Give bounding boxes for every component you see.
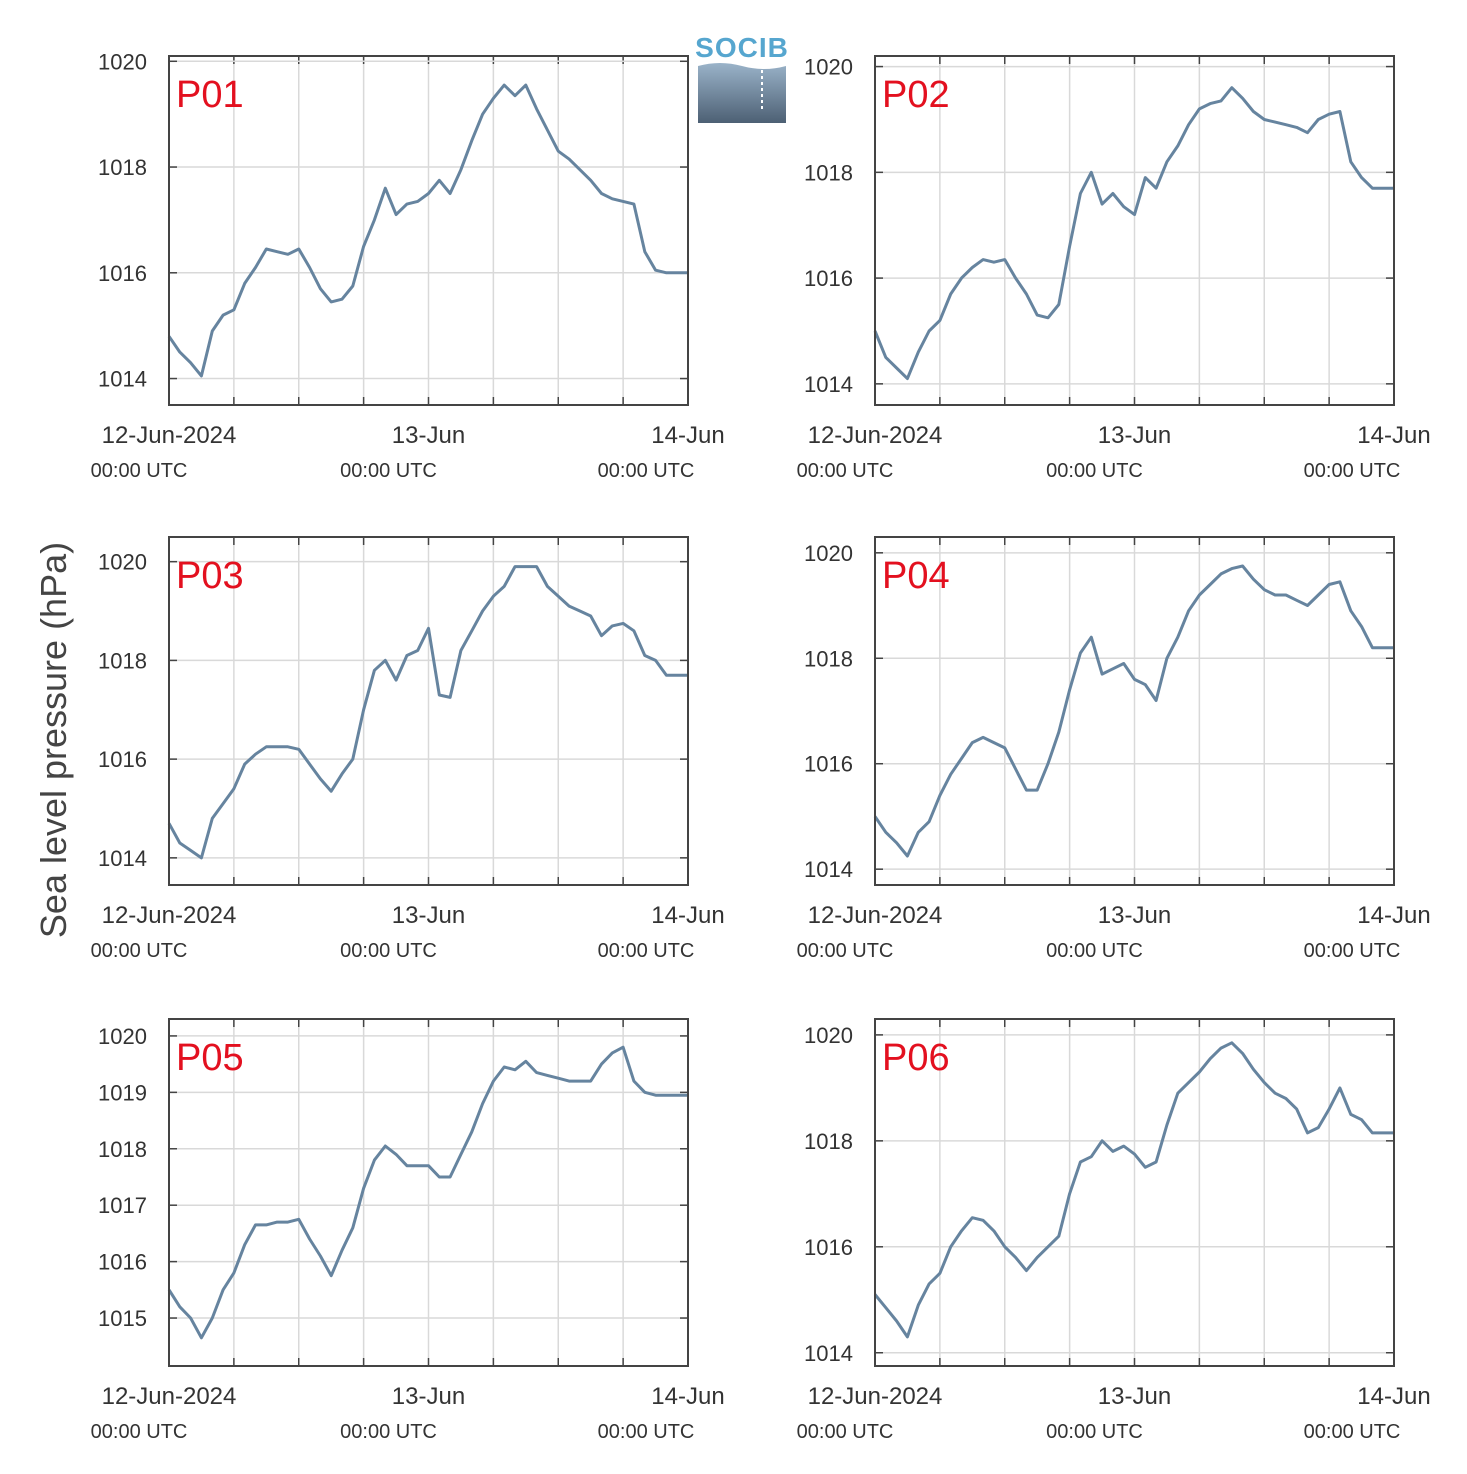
logo-wave-mark: [698, 63, 786, 123]
plot-frame: [874, 1018, 1395, 1367]
x-tick-date-label: 12-Jun-2024: [808, 1383, 943, 1410]
x-tick-date-label: 13-Jun: [1098, 902, 1171, 929]
panel-label: P04: [882, 555, 950, 597]
x-tick-date-label: 12-Jun-2024: [808, 422, 943, 449]
x-tick-date-label: 13-Jun: [392, 422, 465, 449]
y-tick-label: 1018: [98, 155, 147, 180]
panel-p04: 1014 1016 1018 1020 P04 12-Jun-2024 00:00 UTC 1…: [797, 536, 1431, 962]
x-tick-date-label: 12-Jun-2024: [102, 902, 237, 929]
plot-frame: [874, 55, 1395, 406]
panel-label: P06: [882, 1037, 950, 1079]
x-tick-date-label: 13-Jun: [1098, 422, 1171, 449]
logo-text: SOCIB: [695, 32, 789, 63]
y-tick-label: 1014: [98, 846, 147, 871]
y-tick-label: 1020: [98, 550, 147, 575]
panel-p05: 1015 1016 1017 1018 1019 1020 P05 12-Jun-2024 00…: [91, 1018, 725, 1443]
x-tick-time-label: 00:00 UTC: [1046, 940, 1143, 962]
x-tick-time-label: 00:00 UTC: [598, 940, 695, 962]
y-tick-label: 1018: [804, 160, 853, 185]
panel-p06: 1014 1016 1018 1020 P06 12-Jun-2024 00:00 UTC 1…: [797, 1018, 1431, 1443]
panel-label: P03: [176, 555, 244, 597]
series-line-p02: [873, 86, 1394, 381]
y-tick-label: 1020: [804, 1023, 853, 1048]
x-tick-date-label: 12-Jun-2024: [102, 1383, 237, 1410]
x-tick-date-label: 14-Jun: [1357, 422, 1430, 449]
y-tick-label: 1020: [98, 49, 147, 74]
y-tick-label: 1018: [98, 648, 147, 673]
series-line-p06: [873, 1041, 1394, 1339]
x-tick-time-label: 00:00 UTC: [797, 460, 894, 482]
y-tick-label: 1016: [804, 266, 853, 291]
x-tick-date-label: 12-Jun-2024: [808, 902, 943, 929]
y-axis-label: Sea level pressure (hPa): [33, 542, 74, 938]
series-line-p01: [167, 83, 688, 378]
y-tick-label: 1014: [804, 1341, 853, 1366]
y-tick-label: 1018: [98, 1137, 147, 1162]
x-tick-time-label: 00:00 UTC: [598, 460, 695, 482]
panel-p03: 1014 1016 1018 1020 P03 12-Jun-2024 00:00 UTC 1…: [91, 536, 725, 962]
x-tick-date-label: 14-Jun: [1357, 902, 1430, 929]
panel-label: P05: [176, 1037, 244, 1079]
panel-p01: 1014 1016 1018 1020 P01 12-Jun-2024 00:00 UTC 1…: [91, 49, 725, 482]
y-tick-label: 1015: [98, 1306, 147, 1331]
socib-logo: SOCIB: [695, 32, 789, 123]
x-tick-time-label: 00:00 UTC: [340, 940, 437, 962]
y-tick-label: 1020: [804, 55, 853, 80]
plot-frame: [168, 536, 689, 886]
x-tick-date-label: 13-Jun: [392, 1383, 465, 1410]
series-line-p03: [167, 565, 688, 860]
x-tick-time-label: 00:00 UTC: [340, 460, 437, 482]
panel-label: P02: [882, 74, 950, 116]
x-tick-time-label: 00:00 UTC: [1304, 940, 1401, 962]
x-tick-date-label: 14-Jun: [1357, 1383, 1430, 1410]
y-tick-label: 1018: [804, 1129, 853, 1154]
x-tick-time-label: 00:00 UTC: [91, 460, 188, 482]
x-tick-date-label: 13-Jun: [1098, 1383, 1171, 1410]
plot-frame: [168, 55, 689, 406]
x-tick-date-label: 14-Jun: [651, 902, 724, 929]
y-tick-label: 1016: [804, 752, 853, 777]
y-tick-label: 1016: [804, 1235, 853, 1260]
plot-frame: [874, 536, 1395, 886]
x-tick-time-label: 00:00 UTC: [598, 1421, 695, 1443]
x-tick-time-label: 00:00 UTC: [1046, 1421, 1143, 1443]
x-tick-time-label: 00:00 UTC: [1304, 1421, 1401, 1443]
x-tick-time-label: 00:00 UTC: [91, 940, 188, 962]
x-tick-time-label: 00:00 UTC: [1046, 460, 1143, 482]
x-tick-date-label: 12-Jun-2024: [102, 422, 237, 449]
x-tick-time-label: 00:00 UTC: [797, 1421, 894, 1443]
series-line-p04: [873, 564, 1394, 858]
y-tick-label: 1020: [98, 1024, 147, 1049]
x-tick-time-label: 00:00 UTC: [1304, 460, 1401, 482]
panel-label: P01: [176, 74, 244, 116]
series-line-p05: [167, 1045, 688, 1340]
y-tick-label: 1020: [804, 541, 853, 566]
y-tick-label: 1017: [98, 1193, 147, 1218]
y-tick-label: 1019: [98, 1080, 147, 1105]
y-tick-label: 1016: [98, 1250, 147, 1275]
panel-p02: 1014 1016 1018 1020 P02 12-Jun-2024 00:00 UTC 1…: [797, 55, 1431, 482]
y-tick-label: 1014: [804, 372, 853, 397]
x-tick-time-label: 00:00 UTC: [340, 1421, 437, 1443]
x-tick-date-label: 13-Jun: [392, 902, 465, 929]
x-tick-time-label: 00:00 UTC: [91, 1421, 188, 1443]
plot-frame: [168, 1018, 689, 1367]
y-tick-label: 1014: [98, 367, 147, 392]
y-tick-label: 1016: [98, 747, 147, 772]
x-tick-time-label: 00:00 UTC: [797, 940, 894, 962]
x-tick-date-label: 14-Jun: [651, 422, 724, 449]
y-tick-label: 1018: [804, 646, 853, 671]
y-tick-label: 1014: [804, 857, 853, 882]
y-tick-label: 1016: [98, 261, 147, 286]
x-tick-date-label: 14-Jun: [651, 1383, 724, 1410]
